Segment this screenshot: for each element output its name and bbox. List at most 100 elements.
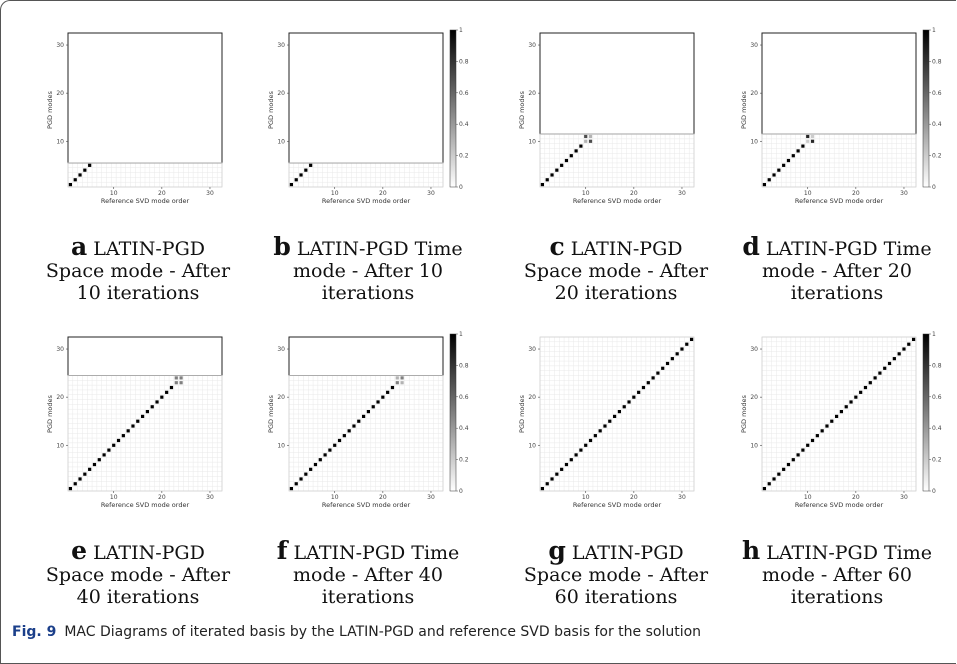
mac-cell <box>88 467 92 471</box>
x-tick-label: 20 <box>852 190 860 197</box>
mac-cell <box>299 477 303 481</box>
mac-cell <box>801 448 805 452</box>
mac-cell <box>584 134 588 139</box>
mac-cell <box>844 405 848 409</box>
mac-cell <box>555 168 559 172</box>
mac-cell <box>78 173 82 177</box>
mac-cell <box>868 381 872 385</box>
x-axis-label: Reference SVD mode order <box>322 501 411 509</box>
mac-cell <box>574 453 578 457</box>
mac-cell <box>145 409 150 414</box>
mac-cell <box>584 139 588 143</box>
mac-cell <box>386 390 390 394</box>
mac-cell <box>560 163 564 167</box>
mac-cell <box>806 443 810 447</box>
mac-cell <box>661 366 665 370</box>
mac-cell <box>810 438 815 443</box>
y-tick-label: 30 <box>528 346 536 353</box>
mac-cell <box>892 357 896 361</box>
figure-caption: Fig. 9 MAC Diagrams of iterated basis by … <box>12 624 942 640</box>
mac-cell <box>309 163 313 167</box>
mac-cell <box>584 443 588 447</box>
mac-cell <box>689 337 694 342</box>
colorbar-tick-label: 0.4 <box>932 425 942 432</box>
colorbar-tick-label: 0.6 <box>932 90 942 97</box>
y-tick-label: 30 <box>277 346 285 353</box>
x-tick-label: 20 <box>158 494 166 501</box>
mac-cell <box>796 453 800 457</box>
y-tick-label: 20 <box>528 394 536 401</box>
mac-cell <box>179 376 183 380</box>
caption-line: LATIN-PGD <box>571 542 684 564</box>
mac-cell <box>878 371 882 375</box>
mac-cell <box>304 168 308 172</box>
mac-cell <box>160 395 164 399</box>
caption-line: 20 iterations <box>554 282 678 304</box>
colorbar-tick-label: 0.6 <box>932 394 942 401</box>
mac-cell <box>810 139 815 143</box>
grid-frame <box>288 162 444 188</box>
mac-cell <box>772 477 776 481</box>
colorbar <box>922 29 930 188</box>
y-tick-label: 30 <box>750 346 758 353</box>
y-axis-label: PGD modes <box>267 394 275 432</box>
mac-cell <box>395 376 399 380</box>
mac-cell <box>294 482 298 486</box>
mac-cell <box>791 458 795 462</box>
mac-cell <box>569 154 573 158</box>
caption-line: Space mode - After <box>45 564 231 586</box>
y-axis-label: PGD modes <box>46 90 54 128</box>
mac-cell <box>680 347 684 351</box>
mac-cell <box>333 443 337 447</box>
mac-cell <box>907 342 911 346</box>
colorbar-tick-label: 0.2 <box>932 153 942 160</box>
grid-frame <box>539 133 695 188</box>
caption-line: iterations <box>790 282 884 304</box>
colorbar-tick-label: 0.8 <box>932 58 942 65</box>
y-tick-label: 30 <box>56 42 64 49</box>
x-tick-label: 10 <box>582 494 590 501</box>
caption-g: g LATIN-PGD Space mode - After 60 iterat… <box>500 538 732 608</box>
mac-cell <box>767 482 771 486</box>
mac-cell <box>92 462 97 467</box>
caption-c: c LATIN-PGD Space mode - After 20 iterat… <box>500 234 732 304</box>
colorbar-tick-label: 0 <box>459 184 463 191</box>
grid-region <box>539 133 695 188</box>
y-tick-label: 10 <box>56 138 64 145</box>
y-tick-label: 30 <box>750 42 758 49</box>
mac-cell <box>777 168 781 172</box>
y-tick-label: 30 <box>277 42 285 49</box>
mac-cell <box>627 400 631 404</box>
mac-cell <box>352 424 356 428</box>
caption-line: iterations <box>321 586 415 608</box>
figure-caption-text: MAC Diagrams of iterated basis by the LA… <box>64 624 702 640</box>
mac-cell <box>313 462 318 467</box>
mac-cell <box>337 438 342 443</box>
mac-cell <box>786 158 791 163</box>
mac-cell <box>107 448 111 452</box>
mac-cell <box>897 352 901 356</box>
colorbar-tick-label: 0 <box>932 184 936 191</box>
mac-cell <box>131 424 135 428</box>
caption-line: mode - After 10 <box>293 260 443 282</box>
colorbar-tick-label: 0.6 <box>459 394 469 401</box>
mac-cell <box>574 149 578 153</box>
mac-cell <box>834 414 839 419</box>
mac-cell <box>304 472 308 476</box>
mac-cell <box>400 376 404 380</box>
caption-line: LATIN-PGD <box>570 238 683 260</box>
x-tick-label: 10 <box>110 494 118 501</box>
caption-letter: f <box>276 536 288 565</box>
caption-line: 10 iterations <box>76 282 200 304</box>
mac-cell <box>550 477 554 481</box>
grid-frame <box>67 375 223 492</box>
mac-panel-c: 10 20 30 10 20 30 Reference SVD mode order PGD … <box>518 32 695 205</box>
colorbar-tick-label: 1 <box>932 27 936 34</box>
x-axis-label: Reference SVD mode order <box>322 197 411 205</box>
mac-cell <box>136 419 140 423</box>
y-tick-label: 10 <box>528 442 536 449</box>
caption-letter: e <box>71 536 88 565</box>
mac-cell <box>782 467 786 471</box>
x-tick-label: 10 <box>804 494 812 501</box>
